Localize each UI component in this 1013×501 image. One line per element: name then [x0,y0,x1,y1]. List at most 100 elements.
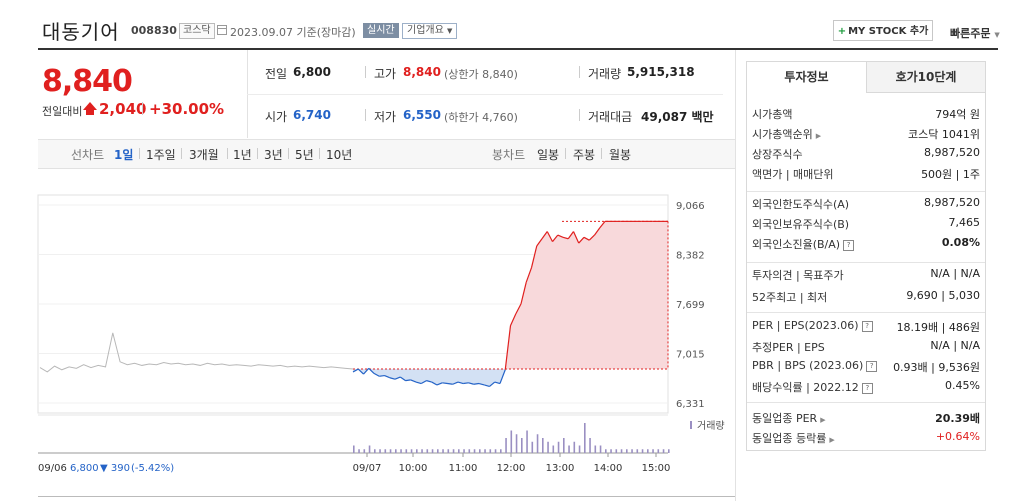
price-segment [552,234,559,243]
quick-order-button[interactable]: 빠른주문 ▼ [950,25,1000,41]
volume-bar [353,445,355,453]
divider [601,148,602,159]
price-segment [352,368,359,373]
volume-bar [563,438,565,453]
lower-limit: (하한가 4,760) [444,111,518,124]
period-1y[interactable]: 1년 [233,148,252,162]
invest-row-label-text: 시가총액순위 [752,128,813,141]
volume-value: 5,915,318 [627,65,695,79]
chart-period-bar [38,139,735,169]
price-segment [405,379,411,382]
price-segment [541,231,548,240]
invest-row-value: 18.19배 | 486원 [896,321,980,334]
y-tick-label: 7,015 [676,349,705,360]
high-value: 8,840 [403,65,441,79]
amount-value: 49,087 백만 [641,110,714,124]
price-segment [431,381,438,386]
price-segment [457,381,464,385]
invest-row-label[interactable]: 시가총액순위 ▶ [752,126,821,142]
volume-bar [479,449,481,453]
y-tick-label: 6,331 [676,399,705,410]
volume-bar [668,449,670,453]
tab-invest-info[interactable]: 투자정보 [747,62,866,93]
volume-bar [510,430,513,453]
volume-legend-swatch [690,421,692,429]
invest-row-label: 추정PER | EPS [752,339,825,355]
divider [365,109,366,121]
line-chart-label: 선차트 [71,148,105,162]
invest-row-value: 20.39배 [935,412,980,425]
volume-bar [426,449,429,453]
x-tick-label: 12:00 [497,463,526,474]
invest-row-label[interactable]: 동일업종 등락률 ▶ [752,430,835,446]
period-10y[interactable]: 10년 [326,148,353,162]
invest-row-value: 8,987,520 [924,146,980,159]
price-segment [594,227,601,236]
volume-bar [473,449,476,453]
invest-row-label[interactable]: 동일업종 PER ▶ [752,410,826,426]
divider [747,262,985,263]
prev-day-label: 전일대비 [42,105,83,118]
price-segment [557,234,564,238]
period-weekly[interactable]: 주봉 [573,148,596,162]
invest-row-label-text: 배당수익률 | 2022.12 [752,381,859,394]
invest-row-label-text: 액면가 | 매매단위 [752,168,834,181]
divider [747,312,985,313]
volume-label: 거래량 [588,67,622,81]
period-monthly[interactable]: 월봉 [609,148,632,162]
price-segment [478,382,485,386]
period-daily[interactable]: 일봉 [537,148,560,162]
price-segment [473,382,480,385]
invest-row-label-text: 시가총액 [752,108,793,121]
invest-row-label-text: PBR | BPS (2023.06) [752,359,864,372]
price-change: 2,040 [99,100,147,118]
prev-close-label: 전일 [265,67,288,81]
volume-bar [605,449,607,453]
open-value: 6,740 [293,108,331,122]
price-segment [536,238,543,247]
prev-day-line [39,332,354,373]
help-icon[interactable]: ? [861,320,873,332]
add-my-stock-button[interactable]: + MY STOCK 추가 [833,20,933,41]
company-overview-dropdown[interactable]: 기업개요 ▼ [402,23,458,39]
divider [319,148,320,159]
period-3y[interactable]: 3년 [264,148,283,162]
y-tick-label: 9,066 [676,201,705,212]
y-tick-label: 8,382 [676,251,705,262]
period-5y[interactable]: 5년 [295,148,314,162]
volume-bar [662,449,665,453]
volume-bar [368,445,371,453]
divider [565,148,566,159]
volume-bar [395,449,397,453]
volume-bar [536,434,539,453]
divider [257,148,258,159]
price-segment [373,372,380,377]
period-1w[interactable]: 1주일 [146,148,176,162]
tab-orderbook-10[interactable]: 호가10단계 [866,62,985,93]
price-segment [389,377,396,380]
invest-row-value: +0.64% [935,430,980,443]
price-segment [578,236,585,244]
price-segment [468,382,474,385]
price-segment [525,267,533,283]
volume-bar [452,449,455,453]
volume-bar [573,441,576,453]
volume-bar [405,449,408,453]
help-icon[interactable]: ? [843,239,855,251]
prev-close-value: 6,800 [293,65,331,79]
realtime-badge[interactable]: 실시간 [363,23,399,38]
period-1d[interactable]: 1일 [114,148,134,162]
invest-row-label: 배당수익률 | 2022.12? [752,379,873,395]
volume-bar [400,449,402,453]
invest-row-value: 9,690 | 5,030 [906,289,980,302]
price-segment [410,379,417,383]
invest-row-label: 시가총액 [752,106,792,122]
price-chart[interactable]: 9,066 8,382 7,699 7,015 6,331 거래량 09/07 10:00 11… [0,0,736,501]
price-segment [442,382,448,385]
add-my-stock-label: MY STOCK 추가 [848,26,929,37]
help-icon[interactable]: ? [866,360,878,372]
divider [247,94,723,95]
period-3m[interactable]: 3개월 [189,148,219,162]
price-segment [357,368,364,375]
help-icon[interactable]: ? [861,382,873,394]
